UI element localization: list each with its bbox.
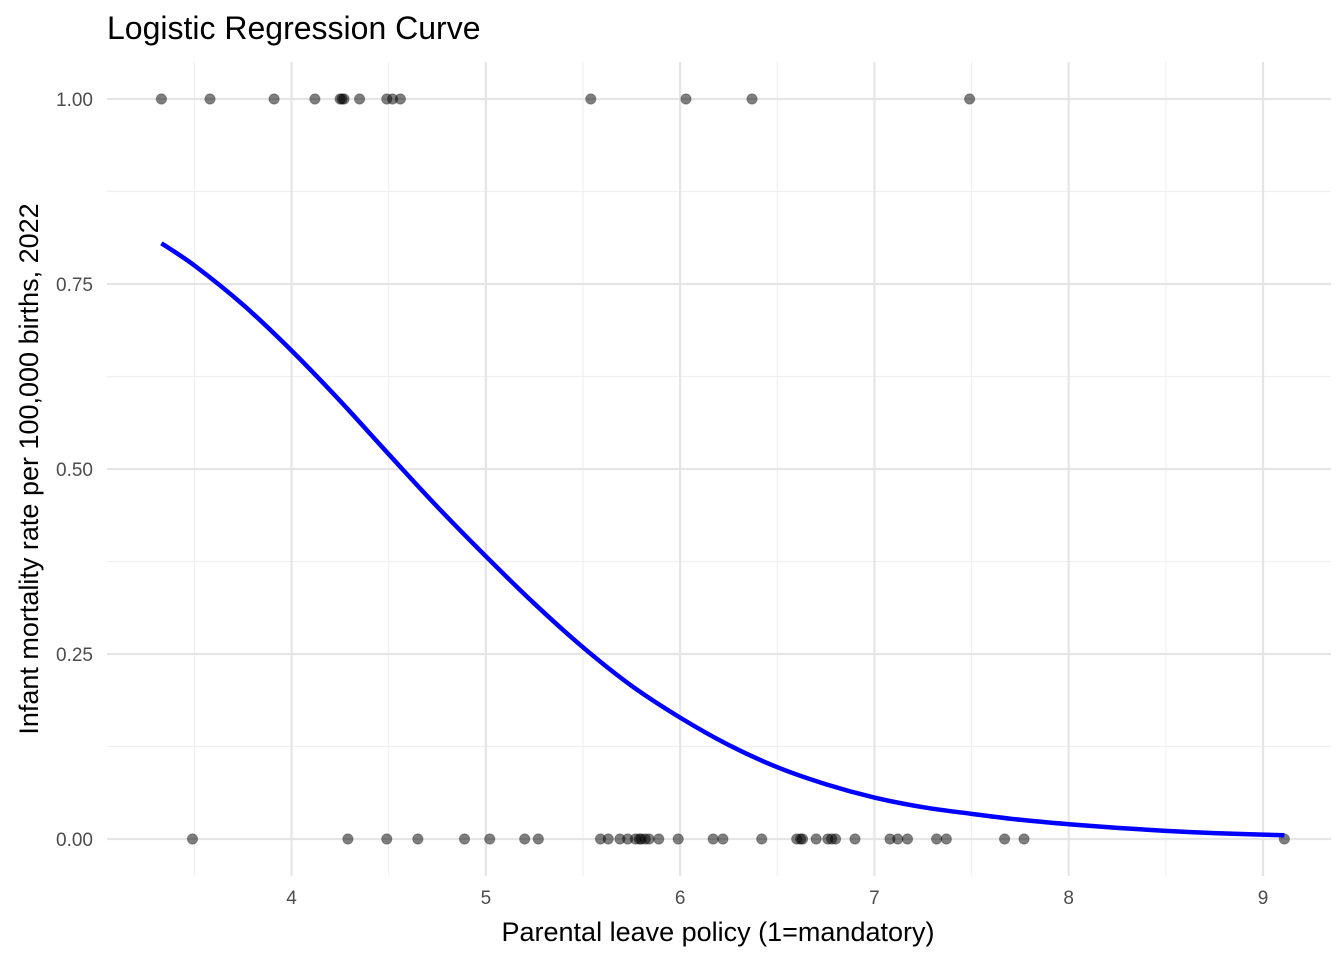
data-point-11 xyxy=(585,93,597,105)
data-point-36 xyxy=(756,833,768,845)
data-point-48 xyxy=(930,833,943,845)
x-tick-label-2: 6 xyxy=(675,888,686,909)
data-point-34 xyxy=(707,833,719,845)
data-point-16 xyxy=(342,833,354,845)
data-point-12 xyxy=(680,93,692,105)
x-tick-labels: 4 5 6 7 8 9 xyxy=(286,888,1268,909)
data-point-24 xyxy=(602,833,614,845)
data-point-19 xyxy=(458,833,471,845)
data-point-7 xyxy=(353,93,366,105)
y-tick-label-1: 0.25 xyxy=(56,645,93,666)
y-tick-label-0: 0.00 xyxy=(56,830,93,851)
data-point-31 xyxy=(643,833,655,845)
x-tick-label-4: 8 xyxy=(1063,888,1074,909)
data-point-32 xyxy=(653,833,665,845)
data-point-47 xyxy=(901,833,914,845)
data-point-21 xyxy=(519,833,531,845)
data-point-44 xyxy=(849,833,861,845)
data-point-15 xyxy=(186,833,199,845)
data-point-3 xyxy=(309,93,321,105)
x-tick-label-0: 4 xyxy=(286,888,297,909)
data-point-1 xyxy=(204,93,216,105)
logistic-curve-group xyxy=(160,241,1285,838)
y-tick-label-2: 0.50 xyxy=(56,460,93,481)
data-point-14 xyxy=(964,93,976,105)
data-point-17 xyxy=(381,833,393,845)
y-tick-labels: 0.00 0.25 0.50 0.75 1.00 xyxy=(56,90,93,851)
data-point-35 xyxy=(717,833,729,845)
data-point-39 xyxy=(796,833,809,845)
data-point-6 xyxy=(338,93,350,105)
y-tick-label-4: 1.00 xyxy=(56,90,93,111)
x-tick-label-5: 9 xyxy=(1258,888,1269,909)
data-point-10 xyxy=(394,93,406,105)
data-point-43 xyxy=(829,833,842,845)
data-point-0 xyxy=(155,93,167,105)
y-axis-title: Infant mortality rate per 100,000 births… xyxy=(14,203,44,734)
data-point-18 xyxy=(412,833,424,845)
data-point-13 xyxy=(746,93,758,105)
data-point-22 xyxy=(532,833,544,845)
data-point-51 xyxy=(1018,833,1030,845)
x-axis-title: Parental leave policy (1=mandatory) xyxy=(502,917,935,947)
data-point-20 xyxy=(484,833,496,845)
x-tick-label-3: 7 xyxy=(869,888,880,909)
chart-title: Logistic Regression Curve xyxy=(107,10,481,46)
data-point-49 xyxy=(940,833,952,845)
y-tick-label-3: 0.75 xyxy=(56,275,93,296)
data-point-2 xyxy=(268,93,280,105)
grid xyxy=(107,62,1331,876)
data-point-40 xyxy=(810,833,822,845)
logistic-curve xyxy=(160,241,1285,838)
x-tick-label-1: 5 xyxy=(481,888,492,909)
data-point-50 xyxy=(998,833,1011,845)
data-point-46 xyxy=(892,833,904,845)
data-point-33 xyxy=(672,833,684,845)
